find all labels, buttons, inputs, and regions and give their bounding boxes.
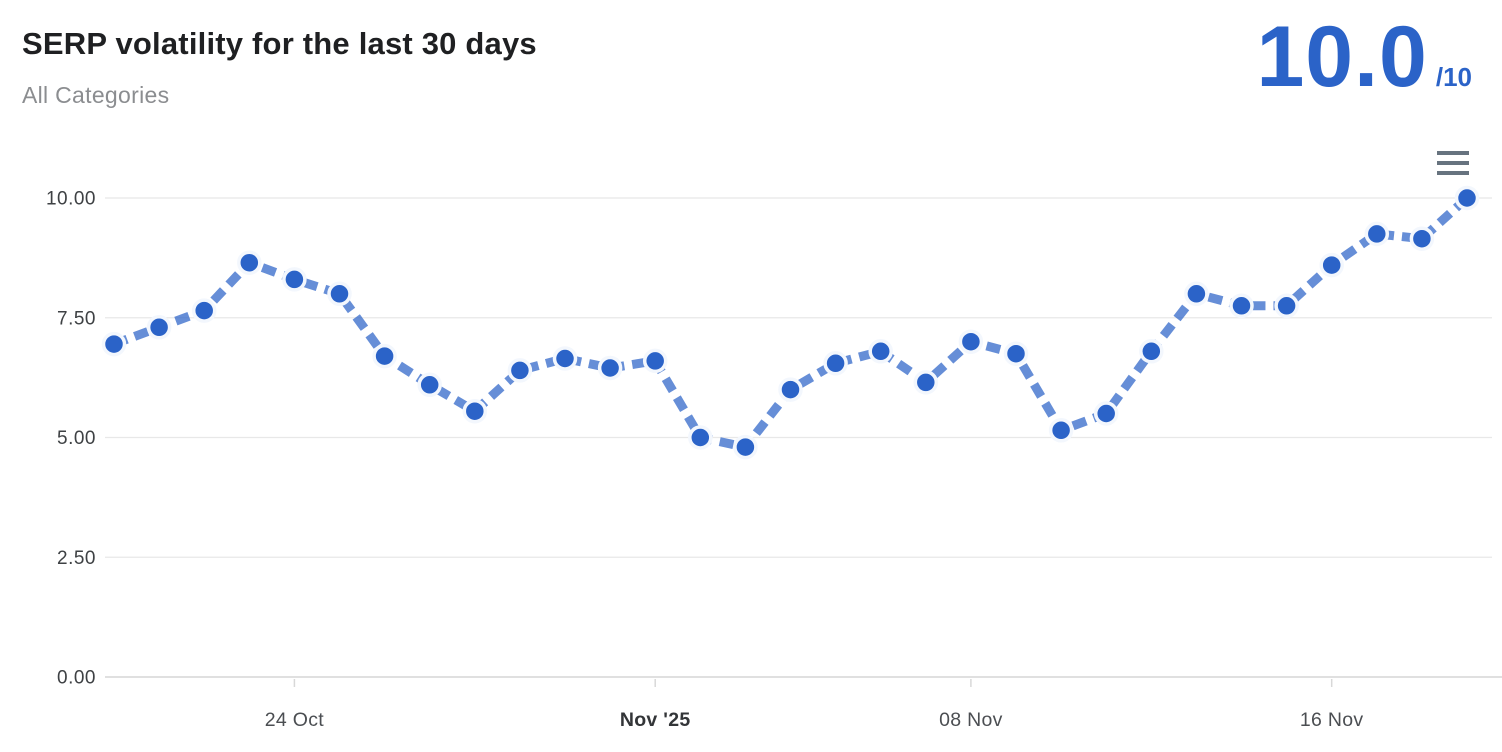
y-axis-tick-label: 5.00	[57, 428, 96, 449]
x-axis-tick-label: 16 Nov	[1300, 709, 1364, 731]
y-axis-tick-label: 10.00	[46, 189, 96, 210]
data-point[interactable]	[823, 351, 848, 376]
hamburger-menu-icon[interactable]	[1437, 150, 1469, 176]
volatility-line	[112, 194, 1471, 452]
data-point[interactable]	[146, 315, 172, 340]
score-value: 10.0	[1256, 9, 1428, 105]
hamburger-bar	[1437, 151, 1469, 155]
volatility-score: 10.0 /10	[1256, 9, 1472, 105]
data-point[interactable]	[282, 267, 307, 292]
x-axis-tick-label: Nov '25	[620, 709, 691, 731]
data-point[interactable]	[1139, 339, 1164, 364]
data-point[interactable]	[372, 343, 397, 369]
hamburger-bar	[1437, 161, 1469, 165]
page-title: SERP volatility for the last 30 days	[22, 26, 537, 61]
data-point[interactable]	[1274, 293, 1299, 319]
y-axis-tick-label: 2.50	[57, 548, 96, 569]
data-point[interactable]	[1093, 401, 1119, 426]
data-point[interactable]	[1048, 418, 1074, 443]
y-axis-tick-label: 0.00	[57, 668, 96, 689]
category-filter-label: All Categories	[22, 82, 170, 108]
y-axis-tick-label: 7.50	[57, 308, 96, 329]
data-point[interactable]	[733, 434, 758, 460]
data-point[interactable]	[1003, 341, 1029, 366]
data-point[interactable]	[101, 331, 127, 357]
data-point[interactable]	[1364, 221, 1390, 247]
data-point[interactable]	[1229, 293, 1254, 319]
data-point[interactable]	[958, 329, 984, 354]
data-point[interactable]	[1184, 281, 1209, 307]
score-max-suffix: /10	[1435, 62, 1472, 92]
hamburger-bar	[1437, 171, 1469, 175]
data-point[interactable]	[1409, 226, 1435, 251]
data-point[interactable]	[1454, 185, 1480, 211]
data-point[interactable]	[778, 377, 803, 402]
data-point[interactable]	[688, 425, 713, 450]
data-point[interactable]	[868, 339, 893, 364]
data-point[interactable]	[237, 250, 262, 275]
data-point[interactable]	[642, 348, 668, 374]
data-point[interactable]	[191, 298, 217, 323]
data-point[interactable]	[417, 372, 442, 398]
data-point[interactable]	[1319, 252, 1344, 278]
data-point[interactable]	[597, 355, 623, 381]
data-point[interactable]	[913, 370, 939, 395]
data-point[interactable]	[327, 281, 352, 307]
data-point[interactable]	[552, 346, 578, 371]
data-point[interactable]	[462, 398, 488, 424]
x-axis-tick-label: 08 Nov	[939, 709, 1003, 731]
x-axis-tick-label: 24 Oct	[265, 709, 325, 731]
data-point[interactable]	[507, 358, 533, 383]
